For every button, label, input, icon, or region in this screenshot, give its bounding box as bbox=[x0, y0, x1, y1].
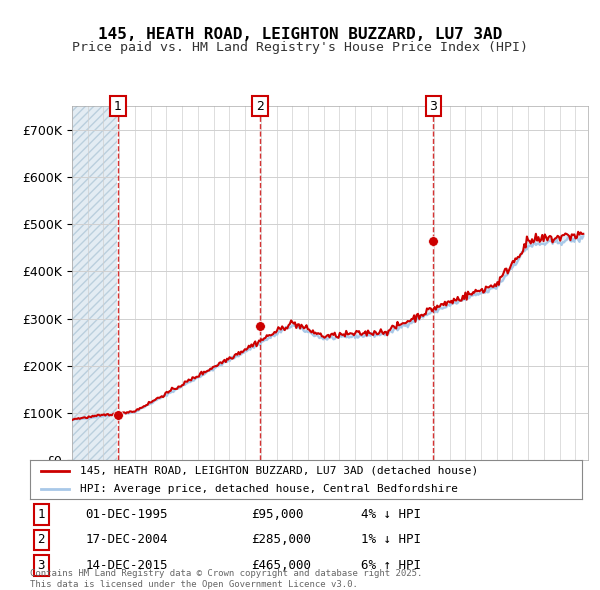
Text: HPI: Average price, detached house, Central Bedfordshire: HPI: Average price, detached house, Cent… bbox=[80, 484, 458, 494]
Text: 1: 1 bbox=[37, 508, 45, 521]
Text: 1% ↓ HPI: 1% ↓ HPI bbox=[361, 533, 421, 546]
Text: 145, HEATH ROAD, LEIGHTON BUZZARD, LU7 3AD (detached house): 145, HEATH ROAD, LEIGHTON BUZZARD, LU7 3… bbox=[80, 466, 478, 476]
Text: 3: 3 bbox=[37, 559, 45, 572]
Text: 4% ↓ HPI: 4% ↓ HPI bbox=[361, 508, 421, 521]
Text: £285,000: £285,000 bbox=[251, 533, 311, 546]
Text: 1: 1 bbox=[114, 100, 122, 113]
Text: 2: 2 bbox=[256, 100, 264, 113]
Text: Price paid vs. HM Land Registry's House Price Index (HPI): Price paid vs. HM Land Registry's House … bbox=[72, 41, 528, 54]
Text: 14-DEC-2015: 14-DEC-2015 bbox=[85, 559, 168, 572]
Text: Contains HM Land Registry data © Crown copyright and database right 2025.
This d: Contains HM Land Registry data © Crown c… bbox=[30, 569, 422, 589]
Text: 145, HEATH ROAD, LEIGHTON BUZZARD, LU7 3AD: 145, HEATH ROAD, LEIGHTON BUZZARD, LU7 3… bbox=[98, 27, 502, 41]
Text: 3: 3 bbox=[429, 100, 437, 113]
Text: £95,000: £95,000 bbox=[251, 508, 304, 521]
Text: 01-DEC-1995: 01-DEC-1995 bbox=[85, 508, 168, 521]
Text: 17-DEC-2004: 17-DEC-2004 bbox=[85, 533, 168, 546]
Text: £465,000: £465,000 bbox=[251, 559, 311, 572]
Text: 6% ↑ HPI: 6% ↑ HPI bbox=[361, 559, 421, 572]
Text: 2: 2 bbox=[37, 533, 45, 546]
